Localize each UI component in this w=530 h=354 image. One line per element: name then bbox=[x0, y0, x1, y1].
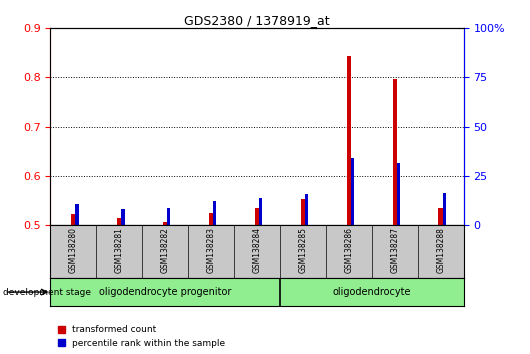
Text: GSM138282: GSM138282 bbox=[161, 227, 170, 273]
Text: GSM138287: GSM138287 bbox=[391, 227, 399, 273]
Bar bbox=[347, 56, 351, 225]
Bar bbox=[443, 193, 446, 225]
Text: GSM138286: GSM138286 bbox=[344, 227, 354, 273]
Bar bbox=[213, 201, 216, 225]
Bar bbox=[351, 159, 354, 225]
Text: GSM138283: GSM138283 bbox=[207, 227, 216, 273]
Bar bbox=[117, 218, 121, 225]
Bar bbox=[305, 194, 308, 225]
Legend: transformed count, percentile rank within the sample: transformed count, percentile rank withi… bbox=[58, 325, 225, 348]
Bar bbox=[167, 207, 171, 225]
Title: GDS2380 / 1378919_at: GDS2380 / 1378919_at bbox=[184, 14, 330, 27]
Bar bbox=[255, 207, 259, 225]
Text: GSM138288: GSM138288 bbox=[436, 227, 445, 273]
Text: oligodendrocyte progenitor: oligodendrocyte progenitor bbox=[99, 287, 232, 297]
Bar bbox=[397, 164, 400, 225]
Bar bbox=[301, 199, 305, 225]
Bar bbox=[209, 213, 214, 225]
Text: oligodendrocyte: oligodendrocyte bbox=[333, 287, 411, 297]
Bar bbox=[163, 222, 167, 225]
Text: GSM138284: GSM138284 bbox=[253, 227, 261, 273]
Text: GSM138280: GSM138280 bbox=[69, 227, 78, 273]
Bar bbox=[393, 79, 397, 225]
Bar bbox=[121, 209, 125, 225]
Text: development stage: development stage bbox=[3, 287, 91, 297]
Text: GSM138285: GSM138285 bbox=[298, 227, 307, 273]
Bar bbox=[71, 214, 76, 225]
Bar bbox=[75, 204, 78, 225]
Bar bbox=[438, 208, 443, 225]
Text: GSM138281: GSM138281 bbox=[115, 227, 123, 273]
Bar bbox=[259, 198, 262, 225]
